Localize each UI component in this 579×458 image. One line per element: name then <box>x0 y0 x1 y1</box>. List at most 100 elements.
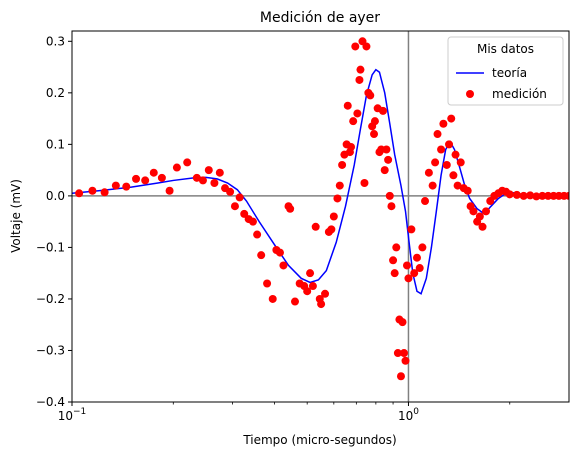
data-point <box>172 163 181 172</box>
data-point <box>321 289 330 298</box>
data-point <box>463 186 472 195</box>
legend: Mis datos teoría medición <box>447 36 564 106</box>
data-point <box>253 230 262 239</box>
chart-title: Medición de ayer <box>260 10 380 26</box>
data-point <box>544 191 553 200</box>
legend-marker-swatch <box>466 90 474 98</box>
data-series-group <box>72 37 569 381</box>
data-point <box>268 294 277 303</box>
data-point <box>210 179 219 188</box>
data-point <box>407 225 416 234</box>
data-point <box>88 186 97 195</box>
data-point <box>215 168 224 177</box>
data-point <box>433 130 442 139</box>
series-line-0 <box>72 68 569 295</box>
data-point <box>404 274 413 283</box>
data-point <box>366 91 375 100</box>
data-point <box>275 248 284 257</box>
data-point <box>306 269 315 278</box>
data-point <box>335 181 344 190</box>
data-point <box>428 181 437 190</box>
data-point <box>329 212 338 221</box>
y-tick-label: −0.2 <box>36 292 65 306</box>
data-point <box>141 176 150 185</box>
data-point <box>415 264 424 273</box>
data-point <box>424 168 433 177</box>
data-point <box>380 166 389 175</box>
data-point <box>385 191 394 200</box>
data-point <box>311 222 320 231</box>
data-point <box>442 160 451 169</box>
data-point <box>356 65 365 74</box>
data-point <box>338 160 347 169</box>
data-point <box>403 261 411 270</box>
data-point <box>263 279 272 288</box>
data-point <box>393 349 402 358</box>
data-point <box>398 318 407 327</box>
data-point <box>192 173 201 182</box>
y-tick-label: −0.1 <box>36 240 65 254</box>
data-point <box>362 42 371 51</box>
data-point <box>390 269 399 278</box>
data-point <box>505 190 514 199</box>
data-point <box>317 300 326 309</box>
data-point <box>204 166 213 175</box>
data-point <box>286 204 295 213</box>
data-point <box>469 207 478 216</box>
data-point <box>111 181 120 190</box>
data-point <box>230 202 239 211</box>
data-point <box>343 101 352 110</box>
y-tick-label: −0.4 <box>36 395 65 409</box>
data-point <box>349 117 358 126</box>
data-point <box>478 222 487 231</box>
data-point <box>100 188 109 197</box>
plot-frame <box>71 30 570 403</box>
x-tick-label: 10−1 <box>58 407 87 423</box>
data-point <box>75 189 84 198</box>
data-point <box>370 117 379 126</box>
data-point <box>382 145 391 154</box>
data-point <box>389 256 398 265</box>
y-axis-label: Voltaje (mV) <box>9 179 23 253</box>
data-point <box>400 349 409 358</box>
data-point <box>378 106 387 115</box>
data-point <box>519 191 528 200</box>
data-point <box>387 202 396 211</box>
data-point <box>482 207 490 216</box>
data-point <box>157 173 166 182</box>
legend-title: Mis datos <box>477 42 534 56</box>
data-point <box>333 194 342 203</box>
data-point <box>447 114 456 123</box>
data-point <box>122 182 131 191</box>
y-tick-label: 0.3 <box>46 34 65 48</box>
x-tick-label: 100 <box>398 407 419 423</box>
data-point <box>538 191 547 200</box>
data-point <box>353 109 362 118</box>
data-point <box>384 155 393 164</box>
legend-entry-label: teoría <box>492 66 527 80</box>
y-tick-label: 0.2 <box>46 86 65 100</box>
data-point <box>351 42 360 51</box>
data-point <box>303 287 312 296</box>
data-point <box>183 158 192 167</box>
data-point <box>279 261 288 270</box>
data-point <box>532 192 541 201</box>
data-point <box>401 356 410 365</box>
data-point <box>396 372 405 381</box>
data-point <box>437 145 446 154</box>
data-point <box>235 193 244 202</box>
data-point <box>149 168 158 177</box>
data-point <box>165 186 174 195</box>
data-point <box>421 197 430 206</box>
data-point <box>392 243 401 252</box>
data-point <box>439 119 448 128</box>
data-point <box>512 190 521 199</box>
data-point <box>565 191 569 200</box>
data-point <box>431 158 440 167</box>
x-axis-label: Tiempo (micro-segundos) <box>242 433 396 447</box>
data-point <box>412 253 421 262</box>
data-point <box>456 158 465 167</box>
y-tick-label: 0.0 <box>46 189 65 203</box>
data-point <box>451 150 460 159</box>
